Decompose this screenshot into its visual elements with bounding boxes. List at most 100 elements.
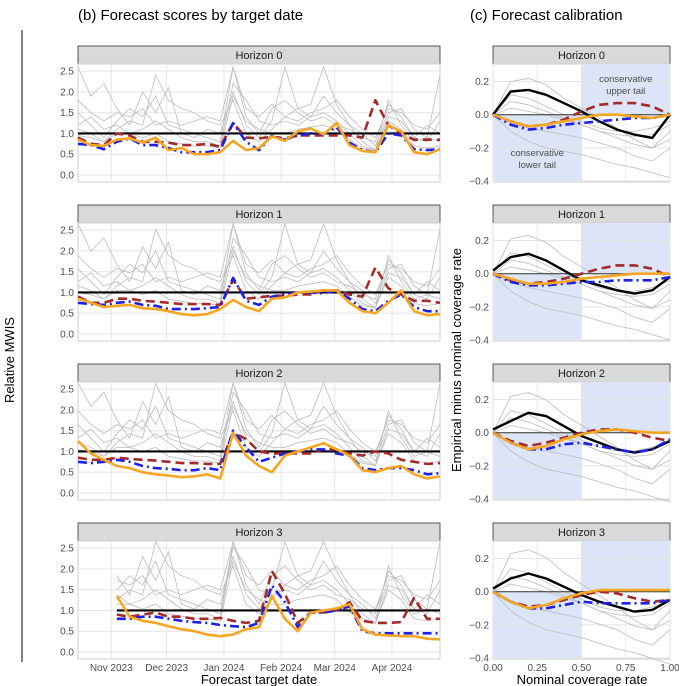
annotation-lower-tail: conservative lower tail [511, 148, 564, 171]
other-model-line [492, 77, 671, 149]
x-tick-label: 0.50 [572, 663, 592, 674]
annotation-upper-tail: conservative upper tail [599, 74, 652, 97]
red-calibration-line [492, 428, 671, 448]
blue-calibration-line [492, 113, 671, 131]
y-tick-label: 1.5 [60, 108, 74, 119]
other-model-line [492, 234, 671, 309]
facet-label: Horizon 1 [235, 209, 282, 221]
red-series-line [77, 266, 441, 307]
other-model-line [492, 273, 671, 323]
other-model-line [77, 381, 441, 467]
x-tick-label: 0.25 [528, 663, 548, 674]
x-tick-label: 1.00 [660, 663, 679, 674]
right-y-label: Empirical minus nominal coverage rate [449, 248, 464, 472]
other-model-line [77, 391, 441, 467]
x-tick-label: Feb 2024 [260, 663, 303, 674]
y-tick-label: 1.0 [60, 606, 74, 617]
right-panel-0: Horizon 0 −0.4 −0.2 0.0 0.2 conservative upper… [469, 45, 671, 188]
right-x-label: Nominal coverage rate [517, 672, 648, 686]
facet-label: Horizon 2 [235, 368, 282, 380]
y-tick-label: 0.0 [475, 110, 489, 121]
ensemble-calibration-line [492, 272, 670, 285]
y-tick-label: −0.4 [469, 654, 489, 665]
other-model-line [492, 266, 671, 297]
y-tick-label: 2.5 [60, 226, 74, 237]
left-y-label: Relative MWIS [2, 317, 17, 403]
right-panel-3: Horizon 3 0.00 0.25 0.50 0.75 1.00 −0.4 −0.2 0.0… [469, 522, 679, 674]
red-series-line [116, 569, 440, 625]
y-tick-label: 2.0 [60, 246, 74, 257]
right-panel-2: Horizon 2 −0.4 −0.2 0.0 0.2 [469, 363, 671, 506]
other-model-line [77, 82, 441, 151]
y-tick-label: 2.5 [60, 67, 74, 78]
other-model-line [116, 540, 441, 610]
y-tick-label: 2.0 [60, 564, 74, 575]
y-tick-label: −0.2 [469, 461, 489, 472]
y-tick-label: 0.5 [60, 150, 74, 161]
y-tick-label: −0.2 [469, 620, 489, 631]
other-model-line [492, 568, 671, 612]
other-model-line [492, 424, 671, 457]
ensemble-series-line [77, 289, 441, 317]
y-tick-label: 0.5 [60, 309, 74, 320]
y-tick-label: 0.2 [475, 236, 489, 247]
other-model-line [116, 541, 441, 615]
y-tick-label: 1.5 [60, 426, 74, 437]
other-model-line [492, 410, 671, 452]
blue-calibration-line [492, 272, 671, 287]
red-series-line [77, 431, 441, 466]
blue-series-line [77, 276, 440, 313]
y-tick-label: 0.0 [60, 171, 74, 182]
x-tick-label: Mar 2024 [314, 663, 357, 674]
other-model-line [77, 382, 441, 457]
other-model-line [116, 559, 441, 624]
right-title: (c) Forecast calibration [470, 7, 623, 24]
y-tick-label: 0.0 [475, 428, 489, 439]
ensemble-calibration-line [492, 428, 670, 451]
x-tick-label: 0.00 [483, 663, 503, 674]
facet-label: Horizon 3 [235, 527, 282, 539]
y-tick-label: −0.4 [469, 177, 489, 188]
other-model-line [492, 432, 671, 503]
x-tick-label: Nov 2023 [90, 663, 133, 674]
y-tick-label: −0.4 [469, 336, 489, 347]
y-tick-label: 1.0 [60, 447, 74, 458]
x-tick-label: Dec 2023 [145, 663, 188, 674]
x-tick-label: 0.75 [616, 663, 636, 674]
ensemble-series-line [115, 594, 441, 641]
facet-label: Horizon 0 [558, 50, 605, 62]
y-tick-label: −0.2 [469, 143, 489, 154]
other-model-line [492, 114, 671, 162]
other-model-line [77, 65, 441, 139]
y-tick-label: 0.0 [60, 489, 74, 500]
y-tick-label: 1.0 [60, 288, 74, 299]
y-tick-label: 0.0 [475, 587, 489, 598]
facet-label: Horizon 3 [558, 527, 605, 539]
other-model-line [77, 222, 441, 296]
y-tick-label: 0.0 [60, 330, 74, 341]
facet-label: Horizon 0 [235, 50, 282, 62]
left-panel-3: Horizon 3 0.0 0.5 1.0 1.5 2.0 2.5 Nov 2023 Dec 2… [60, 522, 441, 674]
left-title: (b) Forecast scores by target date [78, 7, 303, 24]
blue-series-line [116, 584, 440, 635]
other-model-line [492, 549, 671, 631]
other-model-line [77, 237, 441, 309]
y-tick-label: 1.0 [60, 129, 74, 140]
other-model-line [77, 222, 441, 309]
y-tick-label: 2.0 [60, 405, 74, 416]
facet-label: Horizon 1 [558, 209, 605, 221]
y-tick-label: 0.5 [60, 468, 74, 479]
other-model-line [492, 114, 671, 179]
y-tick-label: 0.0 [475, 269, 489, 280]
y-tick-label: −0.2 [469, 302, 489, 313]
y-tick-label: 0.2 [475, 77, 489, 88]
ensemble-series-line [77, 121, 441, 156]
right-panel-1: Horizon 1 −0.4 −0.2 0.0 0.2 [469, 204, 671, 347]
y-tick-label: 0.0 [60, 648, 74, 659]
ensemble-calibration-line [492, 588, 670, 610]
y-tick-label: 1.5 [60, 585, 74, 596]
other-model-line [77, 381, 441, 453]
other-model-line [492, 94, 671, 132]
y-tick-label: 0.5 [60, 627, 74, 638]
